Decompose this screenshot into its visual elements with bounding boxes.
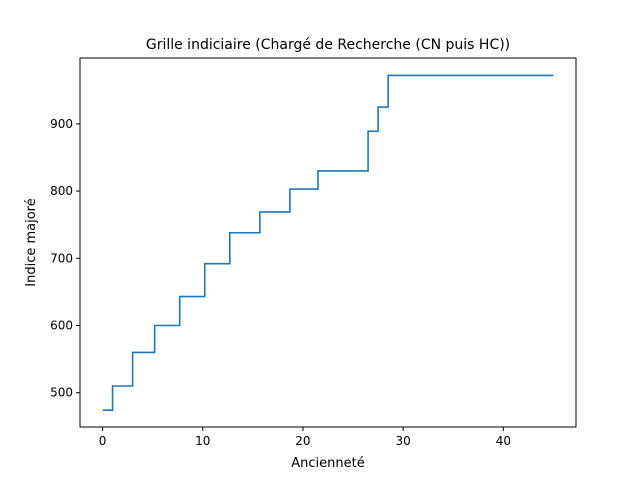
x-tick-label: 0 — [99, 434, 107, 448]
plot-area: 0 10 20 30 40 500 600 700 800 900 — [50, 57, 577, 448]
y-axis-ticks: 500 600 700 800 900 — [50, 117, 80, 400]
x-tick-label: 40 — [496, 434, 511, 448]
chart-title: Grille indiciaire (Chargé de Recherche (… — [146, 37, 510, 53]
y-tick-label: 700 — [50, 251, 73, 265]
y-tick-label: 500 — [50, 386, 73, 400]
x-tick-label: 10 — [195, 434, 210, 448]
series-line-0 — [102, 74, 554, 411]
x-tick-label: 30 — [396, 434, 411, 448]
series-layer — [102, 74, 554, 411]
x-axis-ticks: 0 10 20 30 40 — [99, 427, 511, 448]
y-tick-label: 900 — [50, 117, 73, 131]
x-axis-label: Ancienneté — [291, 456, 364, 471]
y-tick-label: 600 — [50, 319, 73, 333]
y-axis-label: Indice majoré — [24, 198, 39, 286]
x-tick-label: 20 — [295, 434, 310, 448]
y-tick-label: 800 — [50, 184, 73, 198]
axes-frame — [79, 57, 577, 428]
